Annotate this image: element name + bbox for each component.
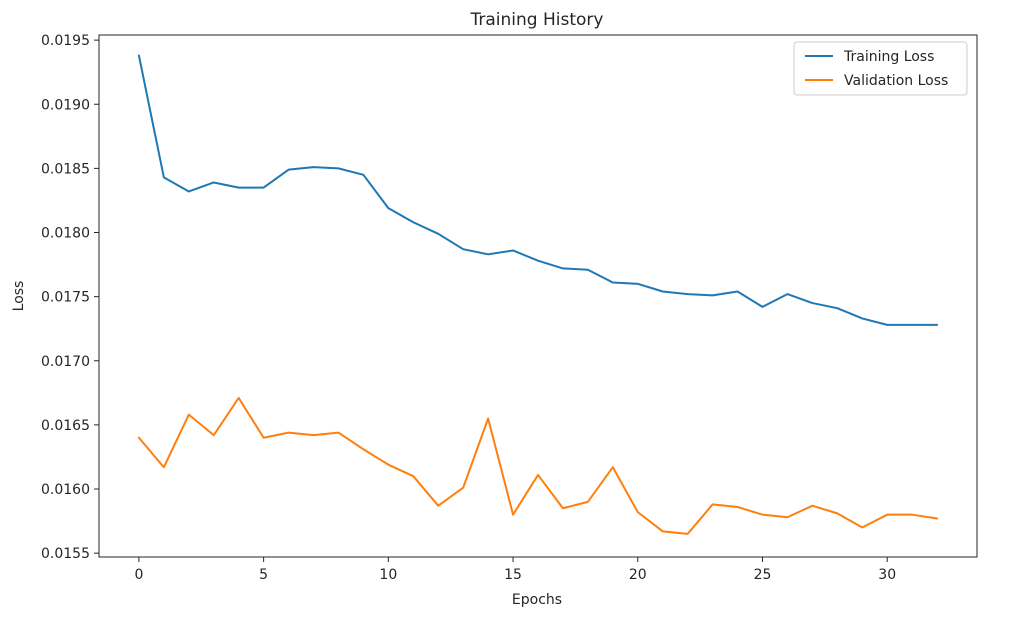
y-tick-label: 0.0185 (41, 161, 90, 177)
y-tick-label: 0.0195 (41, 33, 90, 49)
x-tick-label: 30 (878, 567, 896, 583)
legend-box (793, 41, 968, 96)
legend: Training Loss Validation Loss (793, 41, 968, 96)
x-axis-label: Epochs (512, 592, 562, 608)
x-tick-label: 0 (134, 567, 143, 583)
x-tick-label: 25 (754, 567, 772, 583)
x-axis: 0 5 10 15 20 25 30 (134, 557, 896, 583)
y-tick-label: 0.0165 (41, 418, 90, 434)
y-tick-label: 0.0160 (41, 482, 90, 498)
plot-area (98, 34, 978, 558)
x-tick-label: 20 (629, 567, 647, 583)
x-tick-label: 5 (259, 567, 268, 583)
series-group (137, 54, 939, 535)
y-tick-label: 0.0170 (41, 354, 90, 370)
chart-title: Training History (470, 10, 604, 30)
x-tick-label: 15 (504, 567, 522, 583)
y-tick-label: 0.0180 (41, 226, 90, 242)
y-tick-label: 0.0190 (41, 97, 90, 113)
y-axis-label: Loss (11, 281, 27, 312)
y-axis: 0.0155 0.0160 0.0165 0.0170 0.0175 0.0180 0.01… (41, 33, 99, 562)
legend-label: Validation Loss (844, 73, 948, 89)
series-line-validation-loss (137, 396, 939, 535)
series-line-training-loss (137, 54, 939, 326)
y-tick-label: 0.0175 (41, 290, 90, 306)
y-tick-label: 0.0155 (41, 546, 90, 562)
x-tick-label: 10 (379, 567, 397, 583)
legend-label: Training Loss (843, 49, 934, 65)
